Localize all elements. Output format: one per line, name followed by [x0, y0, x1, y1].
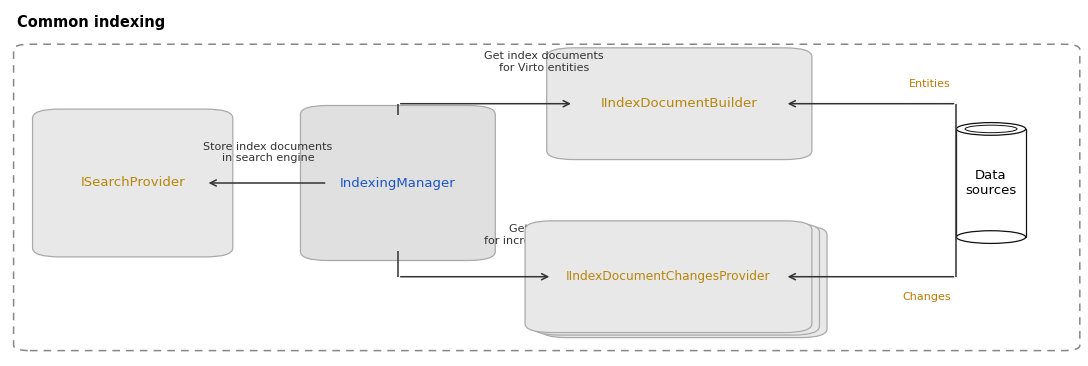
- Text: ISearchProvider: ISearchProvider: [81, 176, 185, 190]
- Text: Get index documents
for Virto entities: Get index documents for Virto entities: [484, 52, 604, 73]
- FancyBboxPatch shape: [526, 221, 812, 333]
- FancyBboxPatch shape: [533, 223, 819, 335]
- FancyBboxPatch shape: [300, 105, 495, 261]
- Text: IIndexDocumentBuilder: IIndexDocumentBuilder: [601, 97, 757, 110]
- Ellipse shape: [956, 123, 1026, 135]
- Polygon shape: [956, 129, 1026, 237]
- Text: Get changes
for incremental index: Get changes for incremental index: [484, 224, 604, 246]
- Text: IIndexDocumentChangesProvider: IIndexDocumentChangesProvider: [566, 270, 770, 283]
- Ellipse shape: [956, 231, 1026, 243]
- FancyBboxPatch shape: [546, 48, 812, 160]
- FancyBboxPatch shape: [33, 109, 233, 257]
- Text: Changes: Changes: [902, 292, 951, 302]
- Text: IndexingManager: IndexingManager: [339, 176, 456, 190]
- Text: Data
sources: Data sources: [965, 169, 1016, 197]
- Text: Entities: Entities: [910, 79, 951, 89]
- Text: Common indexing: Common indexing: [16, 15, 165, 30]
- Text: Store index documents
in search engine: Store index documents in search engine: [203, 142, 333, 163]
- FancyBboxPatch shape: [541, 226, 827, 337]
